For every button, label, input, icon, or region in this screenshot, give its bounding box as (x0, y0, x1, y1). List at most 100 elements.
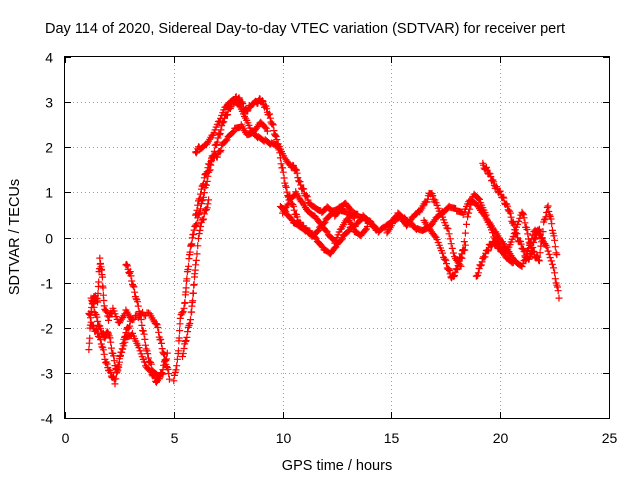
data-point (544, 202, 552, 210)
data-point (186, 248, 194, 256)
y-tick-label: -1 (41, 276, 54, 292)
series-track-l (479, 159, 543, 264)
data-point (538, 238, 545, 246)
data-point (193, 220, 201, 228)
data-point (102, 307, 110, 315)
data-point (545, 208, 553, 215)
data-point (303, 191, 310, 199)
data-point (154, 324, 162, 331)
data-point (442, 256, 450, 264)
data-point (433, 236, 441, 243)
data-point (269, 121, 277, 129)
data-point (115, 358, 123, 366)
series-track-g (192, 118, 271, 219)
data-point (179, 308, 187, 316)
data-point (197, 205, 205, 213)
data-point (190, 281, 198, 288)
data-point (123, 262, 131, 270)
data-point (126, 317, 134, 325)
data-point (96, 254, 104, 262)
data-point (180, 304, 188, 312)
data-point (443, 260, 450, 268)
data-point (547, 215, 555, 223)
data-point (207, 158, 215, 166)
data-point (183, 275, 191, 283)
y-tick-label: 4 (45, 50, 53, 66)
data-point (139, 327, 147, 335)
data-point (543, 204, 551, 211)
data-point (112, 375, 120, 383)
data-point (283, 188, 291, 196)
data-point (478, 258, 486, 266)
data-point (171, 371, 178, 379)
data-point (520, 214, 528, 222)
data-point (131, 288, 139, 296)
data-point (292, 166, 300, 174)
data-point (87, 318, 95, 326)
data-point (94, 317, 102, 325)
data-point (270, 127, 278, 135)
data-point (263, 127, 271, 135)
data-point (530, 238, 538, 246)
data-point (181, 338, 189, 345)
data-point (130, 283, 138, 291)
data-point (217, 146, 225, 154)
data-point (205, 196, 213, 204)
data-point (86, 334, 94, 342)
data-point (113, 368, 121, 376)
x-tick-label: 15 (384, 430, 400, 446)
data-point (130, 315, 138, 323)
data-point (241, 113, 248, 120)
data-point (175, 347, 182, 355)
data-point (88, 321, 96, 329)
data-point (485, 246, 493, 254)
data-point (296, 178, 304, 186)
data-point (155, 328, 163, 336)
data-point (551, 269, 559, 277)
data-point (520, 248, 528, 256)
data-point (524, 230, 532, 238)
data-point (553, 251, 561, 259)
data-point (551, 275, 559, 283)
data-point (266, 110, 273, 118)
data-point (457, 253, 465, 261)
data-point (158, 345, 166, 353)
data-point (277, 160, 285, 168)
data-point (106, 334, 114, 342)
data-point (147, 359, 155, 366)
data-point (282, 182, 289, 190)
data-point (327, 211, 334, 219)
data-point (182, 337, 190, 345)
data-point (290, 206, 298, 214)
data-point (140, 330, 148, 338)
data-point (292, 165, 300, 173)
data-point (188, 240, 196, 248)
data-point (94, 298, 102, 306)
data-point (93, 313, 101, 321)
data-point (223, 136, 231, 144)
data-point (163, 349, 171, 357)
data-point (453, 265, 461, 273)
data-point (216, 130, 224, 137)
chart-title: Day 114 of 2020, Sidereal Day-to-day VTE… (45, 21, 565, 37)
data-point (188, 308, 196, 316)
data-point (511, 226, 519, 234)
data-point (111, 380, 119, 388)
data-point (259, 97, 267, 105)
x-tick-label: 20 (493, 430, 509, 446)
data-point (99, 346, 107, 354)
data-point (463, 220, 470, 228)
data-point (450, 273, 458, 280)
data-point (192, 210, 200, 218)
data-point (511, 229, 519, 237)
data-point (300, 185, 308, 193)
data-point (97, 336, 104, 344)
data-point (179, 353, 186, 360)
data-point (99, 284, 107, 292)
data-point (527, 249, 535, 257)
y-tick-label: 0 (45, 231, 53, 247)
data-point (550, 232, 558, 240)
data-point (196, 226, 204, 234)
data-point (98, 273, 106, 281)
